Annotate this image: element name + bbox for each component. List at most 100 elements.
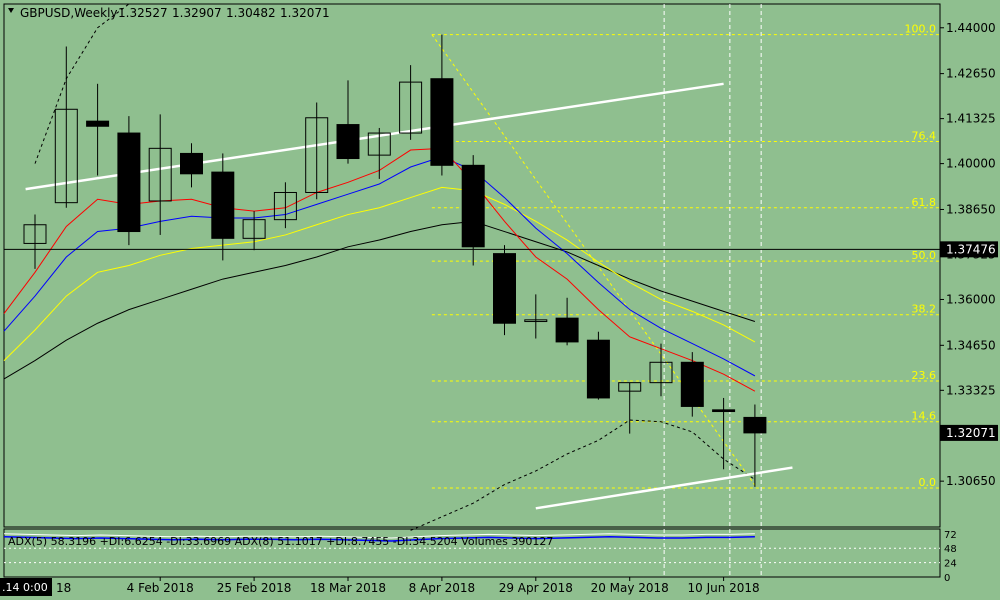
bull-candle-body xyxy=(23,224,47,244)
x-tick-label: 29 Apr 2018 xyxy=(499,581,573,595)
bear-candle-body xyxy=(712,409,736,413)
close-value: 1.32071 xyxy=(280,6,330,20)
svg-text:1.37476: 1.37476 xyxy=(946,242,996,256)
bull-candle-body xyxy=(399,81,423,134)
vertical-markers xyxy=(663,4,762,577)
bull-candle-body xyxy=(148,147,172,202)
candle xyxy=(54,46,78,208)
fib-level-label: 0.0 xyxy=(919,476,937,489)
candle xyxy=(117,116,141,246)
indicator-scale-label: 72 xyxy=(944,530,957,541)
trendline xyxy=(25,82,724,191)
candle xyxy=(461,155,485,266)
x-tick-label: 8 Apr 2018 xyxy=(409,581,476,595)
candle xyxy=(618,382,642,434)
svg-text:.14 0:00: .14 0:00 xyxy=(2,581,48,594)
fib-level-label: 14.6 xyxy=(912,410,937,423)
bull-candle-body xyxy=(367,132,391,156)
y-tick-label: 1.36000 xyxy=(946,292,996,306)
indicator-label: ADX(5) 58.3196 +DI:6.6254 -DI:33.6969 AD… xyxy=(8,535,553,548)
candle xyxy=(743,404,767,487)
bear-candle-body xyxy=(743,416,767,434)
bear-candle-body xyxy=(555,317,579,343)
y-tick-label: 1.33325 xyxy=(946,383,996,397)
dropdown-triangle-icon xyxy=(8,8,14,13)
bull-candle-body xyxy=(618,382,642,392)
x-tick-label: 10 Jun 2018 xyxy=(688,581,760,595)
envelope-lines xyxy=(34,3,756,531)
bear-candle-body xyxy=(180,152,203,175)
candle xyxy=(148,114,172,235)
adx-indicator: 72 48 24 0 xyxy=(3,530,957,584)
indicator-plot-frame xyxy=(3,528,941,578)
fib-level-label: 23.6 xyxy=(912,369,937,382)
candle xyxy=(273,182,297,229)
bear-candle-body xyxy=(461,164,485,248)
bear-candle-body xyxy=(493,253,516,324)
bull-candle-body xyxy=(649,361,673,384)
y-tick-label: 1.34650 xyxy=(946,338,996,352)
candle xyxy=(430,34,454,176)
indicator-scale-label: 0 xyxy=(944,573,950,584)
x-tick-label: 25 Feb 2018 xyxy=(217,581,292,595)
ma-red-line xyxy=(3,147,756,392)
fib-level-label: 61.8 xyxy=(912,196,937,209)
candle xyxy=(242,211,266,251)
svg-text:1.32071: 1.32071 xyxy=(946,426,996,440)
crosshair-price-badge: 1.37476 xyxy=(940,241,998,258)
bull-candle-body xyxy=(305,117,329,193)
y-tick-label: 1.38650 xyxy=(946,202,996,216)
indicator-scale-label: 24 xyxy=(944,559,957,570)
moving-averages xyxy=(3,147,756,392)
indicator-blue-line xyxy=(3,536,755,542)
bull-candle-body xyxy=(273,191,297,221)
y-tick-label: 1.30650 xyxy=(946,474,996,488)
candle xyxy=(180,143,203,188)
envelope-upper-line xyxy=(34,3,130,164)
bear-candle-body xyxy=(86,120,110,127)
bull-candle-body xyxy=(242,219,266,239)
bear-candle-body xyxy=(211,171,235,239)
candle xyxy=(555,297,579,346)
bear-candle-body xyxy=(117,132,141,233)
fib-level-label: 76.4 xyxy=(912,130,937,143)
candle xyxy=(305,102,329,200)
y-tick-label: 1.40000 xyxy=(946,157,996,171)
main-plot-frame xyxy=(3,3,941,528)
fib-level-label: 38.2 xyxy=(912,303,937,316)
x-axis: 18 4 Feb 2018 25 Feb 2018 18 Mar 2018 8 Apr … xyxy=(56,577,760,595)
corner-time-badge: .14 0:00 xyxy=(0,578,52,596)
candle xyxy=(23,214,47,269)
candle xyxy=(399,65,423,140)
chart-header: GBPUSD,Weekly 1.32527 1.32907 1.30482 1.… xyxy=(8,6,330,20)
bull-candle-body xyxy=(54,108,78,204)
candle xyxy=(367,127,391,179)
bear-candle-body xyxy=(586,339,610,399)
trendlines[interactable] xyxy=(25,82,793,510)
candle xyxy=(336,80,360,164)
indicator-white-line xyxy=(3,533,755,539)
ma-black-line xyxy=(3,220,756,380)
high-value: 1.32907 xyxy=(172,6,222,20)
open-value: 1.32527 xyxy=(118,6,168,20)
fib-diagonal-line xyxy=(431,34,758,489)
candlesticks xyxy=(23,34,767,487)
bear-candle-body xyxy=(430,78,454,166)
candle xyxy=(680,352,704,417)
y-tick-label: 1.44000 xyxy=(946,21,996,35)
x-tick-label-partial: 18 xyxy=(56,581,71,595)
candle xyxy=(712,397,736,470)
x-tick-label: 20 May 2018 xyxy=(591,581,669,595)
fib-level-label: 100.0 xyxy=(905,23,937,36)
candle xyxy=(211,153,235,261)
symbol-label: GBPUSD,Weekly xyxy=(20,6,118,20)
indicator-scale-label: 48 xyxy=(944,544,957,555)
envelope-lower-line xyxy=(410,419,756,531)
x-tick-label: 4 Feb 2018 xyxy=(127,581,194,595)
candle xyxy=(586,331,610,400)
bear-candle-body xyxy=(680,361,704,407)
candle xyxy=(86,83,110,176)
x-tick-label: 18 Mar 2018 xyxy=(310,581,386,595)
